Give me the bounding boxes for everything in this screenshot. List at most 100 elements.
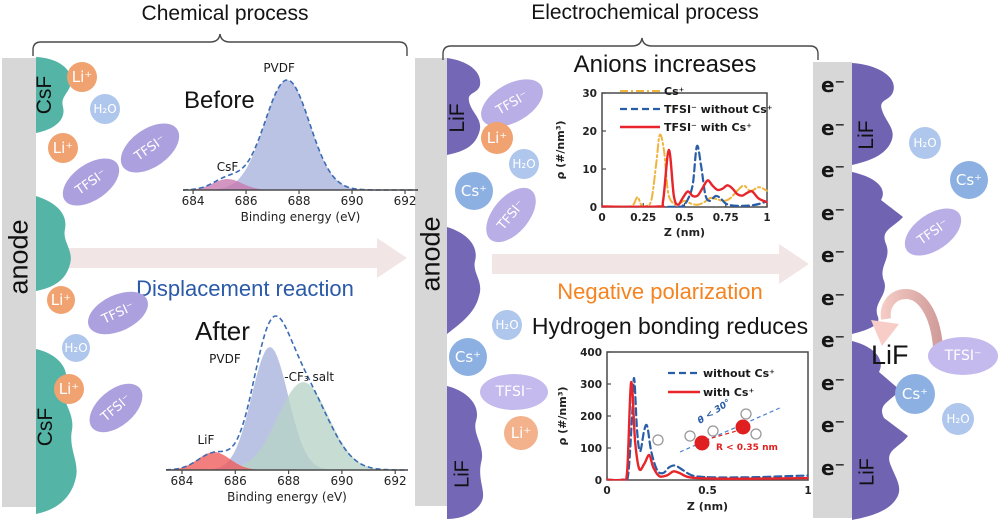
electron-symbol: e⁻ bbox=[820, 200, 846, 225]
svg-text:690: 690 bbox=[330, 474, 353, 488]
svg-text:ρ (#/nm³): ρ (#/nm³) bbox=[554, 120, 567, 179]
svg-text:300: 300 bbox=[580, 379, 602, 391]
title-chemical-process: Chemical process bbox=[141, 2, 309, 25]
deposit-label-lif: LiF bbox=[446, 103, 469, 133]
svg-text:R < 0.35 nm: R < 0.35 nm bbox=[716, 443, 778, 453]
svg-text:Z (nm): Z (nm) bbox=[687, 500, 728, 513]
ion-bubble-tfsier: TFSI⁻ bbox=[480, 374, 548, 410]
anode-bar-left bbox=[2, 58, 36, 507]
svg-text:with Cs⁺: with Cs⁺ bbox=[703, 386, 754, 399]
svg-text:0.25: 0.25 bbox=[630, 212, 656, 224]
ion-bubble-cs: Cs⁺ bbox=[895, 374, 935, 414]
anode-label: anode bbox=[415, 216, 446, 292]
density-chart-hbond: 0 0.5 1 0 100 200 300 400 Z (nm) ρ (#/nm³) without… bbox=[556, 347, 812, 513]
ion-bubble-h2o: H₂O bbox=[62, 334, 90, 362]
ion-bubble-h2o: H₂O bbox=[509, 149, 539, 179]
svg-text:1: 1 bbox=[763, 212, 770, 224]
svg-text:690: 690 bbox=[341, 194, 364, 208]
bracket-chemical bbox=[32, 33, 408, 56]
svg-text:θ < 30°: θ < 30° bbox=[696, 398, 732, 427]
label-lif-product: LiF bbox=[871, 340, 909, 370]
ion-bubble-li: Li⁺ bbox=[504, 416, 538, 450]
lif-deposit-blobs-right bbox=[852, 63, 908, 520]
electron-symbol: e⁻ bbox=[820, 413, 846, 437]
svg-text:TFSI⁻ without Cs⁺: TFSI⁻ without Cs⁺ bbox=[664, 103, 773, 116]
svg-text:684: 684 bbox=[171, 474, 194, 488]
ion-bubble-li: Li⁺ bbox=[47, 286, 75, 314]
csf-deposit-blobs bbox=[36, 57, 77, 514]
deposit-label-lif: LiF bbox=[855, 120, 878, 150]
electron-symbol: e⁻ bbox=[820, 455, 846, 480]
xps-chart-after: 684 686 688 690 692 Binding energy (eV) PVDF -C… bbox=[165, 315, 408, 504]
electron-symbol: e⁻ bbox=[820, 158, 846, 182]
svg-text:100: 100 bbox=[580, 443, 602, 455]
svg-text:PVDF: PVDF bbox=[263, 61, 295, 75]
ion-bubble-cs: Cs⁺ bbox=[449, 338, 487, 376]
electron-symbol: e⁻ bbox=[820, 370, 846, 395]
svg-text:Binding energy (eV): Binding energy (eV) bbox=[241, 210, 361, 224]
title-electrochemical-process: Electrochemical process bbox=[531, 1, 759, 24]
ion-bubble-tfsier: TFSI⁻ bbox=[928, 337, 998, 375]
svg-text:ρ (#/nm³): ρ (#/nm³) bbox=[556, 386, 569, 445]
svg-text:1: 1 bbox=[804, 485, 811, 497]
ion-bubble-li: Li⁺ bbox=[481, 122, 513, 154]
svg-text:without Cs⁺: without Cs⁺ bbox=[703, 367, 775, 380]
ion-bubble-li: Li⁺ bbox=[67, 62, 97, 92]
anode-bar-middle bbox=[415, 58, 447, 506]
svg-text:400: 400 bbox=[580, 347, 602, 359]
flow-arrow-right bbox=[492, 244, 809, 284]
svg-text:0.75: 0.75 bbox=[713, 212, 739, 224]
svg-text:692: 692 bbox=[384, 474, 407, 488]
svg-text:20: 20 bbox=[582, 126, 597, 138]
label-anions-increases: Anions increases bbox=[573, 51, 757, 78]
svg-text:-CF₃ salt: -CF₃ salt bbox=[284, 370, 334, 384]
svg-text:CsF: CsF bbox=[217, 160, 239, 174]
label-displacement-reaction: Displacement reaction bbox=[136, 276, 354, 301]
deposit-label-csf: CsF bbox=[34, 407, 57, 447]
electrode-bar-right bbox=[813, 62, 852, 518]
electron-symbol: e⁻ bbox=[820, 243, 846, 267]
svg-text:TFSI⁻ with Cs⁺: TFSI⁻ with Cs⁺ bbox=[664, 121, 752, 134]
anode-label: anode bbox=[3, 219, 34, 295]
electron-symbol: e⁻ bbox=[820, 115, 846, 140]
svg-text:692: 692 bbox=[394, 194, 417, 208]
ion-bubble-h2o: H₂O bbox=[492, 310, 522, 340]
flow-arrow-left bbox=[60, 238, 407, 278]
lif-deposit-blobs-middle bbox=[447, 58, 484, 519]
ion-bubble-cs: Cs⁺ bbox=[455, 172, 493, 210]
ion-bubble-cs: Cs⁺ bbox=[950, 161, 988, 199]
label-hydrogen-bonding-reduces: Hydrogen bonding reduces bbox=[531, 313, 809, 339]
label-negative-polarization: Negative polarization bbox=[557, 279, 763, 304]
ion-bubble-h2o: H₂O bbox=[90, 94, 120, 124]
svg-text:686: 686 bbox=[224, 474, 247, 488]
svg-text:0: 0 bbox=[603, 485, 610, 497]
svg-text:688: 688 bbox=[277, 474, 300, 488]
label-after: After bbox=[195, 316, 250, 346]
deposit-label-csf: CsF bbox=[33, 75, 56, 115]
ion-bubble-li: Li⁺ bbox=[54, 374, 84, 404]
svg-text:LiF: LiF bbox=[198, 433, 215, 447]
electron-symbol: e⁻ bbox=[820, 73, 846, 97]
label-before: Before bbox=[184, 87, 255, 114]
svg-text:200: 200 bbox=[580, 411, 602, 423]
svg-text:0.5: 0.5 bbox=[675, 212, 694, 224]
svg-text:0.5: 0.5 bbox=[698, 485, 717, 497]
electron-symbol: e⁻ bbox=[820, 285, 846, 310]
ion-bubble-li: Li⁺ bbox=[48, 133, 78, 163]
svg-text:Cs⁺: Cs⁺ bbox=[664, 85, 685, 98]
svg-text:686: 686 bbox=[235, 194, 258, 208]
svg-text:0: 0 bbox=[598, 212, 605, 224]
ion-bubble-h2o: H₂O bbox=[909, 127, 941, 159]
svg-text:0: 0 bbox=[595, 475, 602, 487]
ion-bubble-h2o: H₂O bbox=[942, 403, 974, 435]
svg-text:Binding energy (eV): Binding energy (eV) bbox=[227, 490, 347, 504]
deposit-label-lif: LiF bbox=[856, 458, 879, 486]
svg-text:30: 30 bbox=[582, 88, 597, 100]
deposition-curved-arrow bbox=[871, 288, 943, 348]
svg-text:684: 684 bbox=[182, 194, 205, 208]
svg-text:PVDF: PVDF bbox=[209, 352, 241, 366]
xps-chart-before: 684 686 688 690 692 Binding energy (eV) PVDF Cs… bbox=[182, 61, 418, 224]
